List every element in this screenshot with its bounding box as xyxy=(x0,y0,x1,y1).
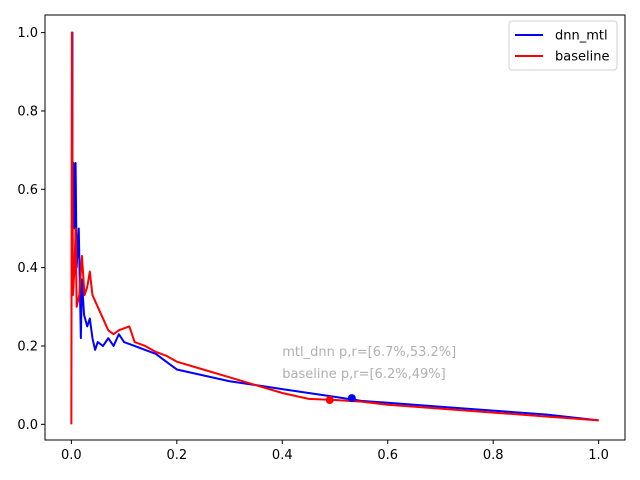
x-tick-label: 0.2 xyxy=(166,448,187,463)
y-tick-label: 0.4 xyxy=(17,261,38,276)
series-line-baseline xyxy=(70,31,599,425)
x-tick-label: 0.6 xyxy=(377,448,398,463)
annotation-0: mtl_dnn p,r=[6.7%,53.2%] xyxy=(282,345,456,360)
annotation-1: baseline p,r=[6.2%,49%] xyxy=(282,367,445,382)
x-tick-label: 0.4 xyxy=(272,448,293,463)
legend-box xyxy=(508,20,618,71)
y-tick-label: 0.0 xyxy=(17,418,38,433)
plot-frame xyxy=(44,14,626,441)
plot-area-background xyxy=(45,15,625,440)
annotation-layer: mtl_dnn p,r=[6.7%,53.2%] baseline p,r=[6.… xyxy=(282,345,456,382)
y-tick-label: 0.6 xyxy=(17,183,38,198)
x-axis: 0.0 0.2 0.4 0.6 0.8 1.0 xyxy=(61,440,609,463)
marker-layer xyxy=(325,394,356,405)
y-tick-label: 0.2 xyxy=(17,339,38,354)
y-tick-label: 1.0 xyxy=(17,26,38,41)
y-tick-label: 0.8 xyxy=(17,104,38,119)
x-tick-label: 1.0 xyxy=(588,448,609,463)
legend-label-dnn-mtl: dnn_mtl xyxy=(555,29,608,44)
legend-label-baseline: baseline xyxy=(555,50,609,65)
x-tick-label: 0.0 xyxy=(61,448,82,463)
operating-point-dnn-mtl xyxy=(347,394,356,403)
operating-point-baseline xyxy=(325,396,334,405)
legend: dnn_mtl baseline xyxy=(508,20,618,71)
y-axis: 0.0 0.2 0.4 0.6 0.8 1.0 xyxy=(17,26,45,433)
x-tick-label: 0.8 xyxy=(483,448,504,463)
